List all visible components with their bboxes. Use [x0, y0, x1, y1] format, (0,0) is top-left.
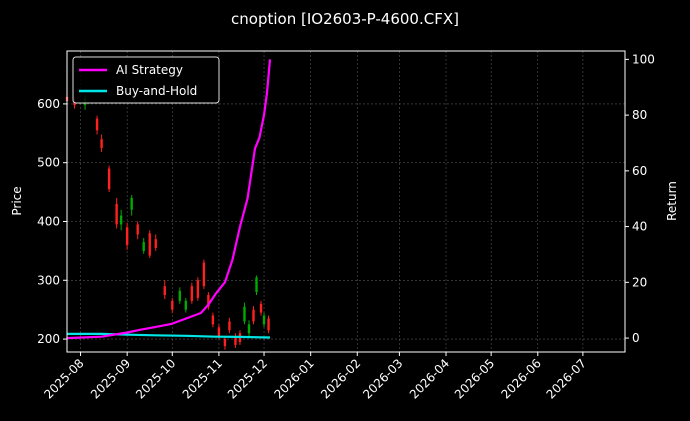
legend-box: [72, 56, 220, 104]
candle-body: [148, 233, 151, 256]
y-axis-label-left: Price: [10, 186, 24, 215]
candle-body: [255, 277, 258, 293]
candle-body: [190, 286, 194, 301]
y-tick-label-left: 300: [37, 273, 60, 287]
candle-body: [142, 242, 145, 251]
candle-body: [207, 294, 210, 307]
candle-body: [262, 315, 266, 325]
y-tick-label-left: 200: [37, 332, 60, 346]
candle-body: [267, 318, 270, 331]
candle-body: [202, 262, 206, 287]
candle-body: [125, 227, 129, 246]
y-tick-label-left: 600: [37, 97, 60, 111]
series-lines: [66, 59, 272, 340]
y-tick-label-left: 500: [37, 156, 60, 170]
candle-body: [178, 290, 182, 301]
candle-body: [130, 197, 133, 210]
right-y-axis: 0 20 40 60 80 100: [625, 52, 655, 345]
candle-body: [184, 300, 188, 310]
candle-body: [107, 168, 111, 190]
plot-frame: [66, 50, 626, 353]
candle-body: [119, 215, 123, 225]
y-tick-label-right: 100: [632, 52, 655, 66]
candle-body: [234, 336, 237, 345]
candle-body: [154, 239, 157, 248]
series-line-buy-and-hold: [67, 332, 271, 339]
candle-body: [136, 224, 139, 235]
legend-label-ai-strategy: AI Strategy: [116, 63, 183, 77]
y-axis-label-right: Return: [665, 181, 679, 221]
legend: AI Strategy Buy-and-Hold: [72, 56, 220, 104]
candle-body: [100, 139, 103, 149]
candle-body: [211, 315, 215, 325]
candle-body: [171, 300, 174, 310]
y-tick-label-right: 0: [632, 331, 640, 345]
candle-body: [243, 306, 246, 322]
y-tick-label-right: 60: [632, 164, 647, 178]
series-line-ai-strategy: [66, 59, 272, 340]
chart-title: cnoption [IO2603-P-4600.CFX]: [231, 10, 459, 28]
y-tick-label-left: 400: [37, 214, 60, 228]
legend-label-buy-and-hold: Buy-and-Hold: [116, 84, 197, 98]
candle-body: [115, 203, 118, 225]
candle-body: [223, 339, 227, 347]
candle-body: [95, 118, 99, 131]
candle-body: [196, 280, 200, 298]
candle-body: [259, 303, 263, 313]
grid: [67, 51, 625, 352]
candle-body: [252, 309, 255, 322]
left-y-axis: 200 300 400 500 600: [37, 97, 67, 346]
candle-body: [217, 327, 221, 337]
y-tick-label-right: 80: [632, 108, 647, 122]
candle-body: [163, 286, 166, 295]
y-tick-label-right: 20: [632, 275, 647, 289]
candle-body: [228, 321, 231, 331]
y-tick-label-right: 40: [632, 220, 647, 234]
candle-body: [247, 324, 251, 334]
